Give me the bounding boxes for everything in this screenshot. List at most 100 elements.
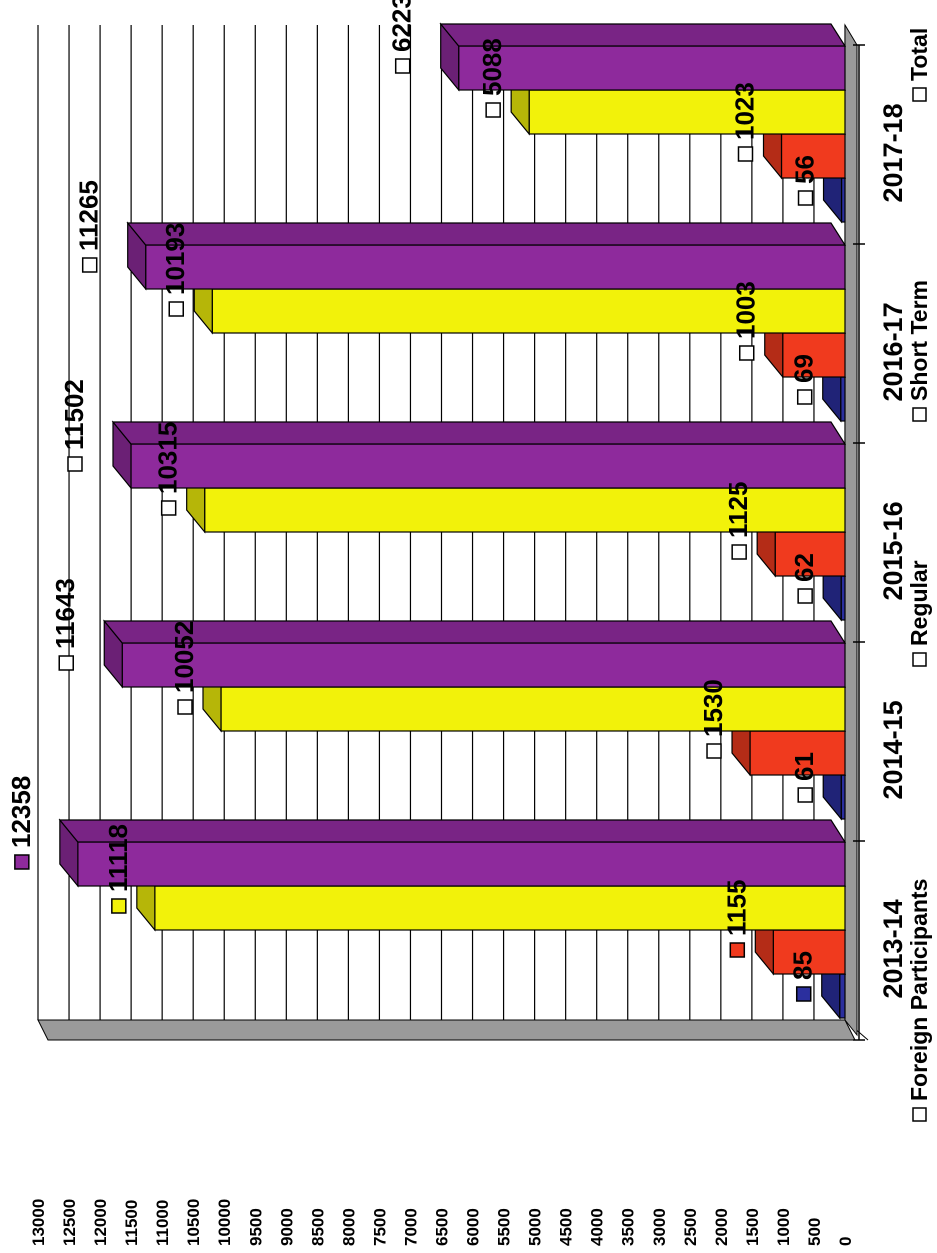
bar [145,244,846,290]
value-label-marker [795,986,812,1002]
bar [154,885,846,931]
value-label-marker [797,787,813,803]
value-label: 1530 [698,679,728,737]
bar-top [58,819,847,843]
bar [528,89,846,135]
side-wall [844,23,858,1037]
value-label-marker [111,898,127,914]
value-label-marker [81,257,98,273]
value-label: 10052 [169,621,199,693]
y-tick-label: 11000 [153,1200,172,1246]
value-label: 12358 [6,776,36,848]
value-label-marker [729,942,746,958]
category-label: 2017-18 [878,103,908,202]
value-label-marker [731,544,747,560]
bar [204,487,846,533]
bar-top [126,222,847,246]
value-label-marker [58,655,74,671]
value-label: 11502 [59,379,89,450]
value-label-marker [797,190,814,206]
y-tick-label: 10000 [215,1199,234,1246]
y-tick-label: 6000 [464,1208,483,1246]
y-tick-label: 7000 [401,1208,420,1246]
bar [458,45,846,91]
y-tick-label: 12500 [60,1199,79,1246]
bar [77,841,846,887]
value-label: 11643 [50,578,80,649]
value-label: 1155 [721,880,751,936]
value-label: 69 [789,354,819,383]
bar-top [111,421,847,445]
legend-label: Regular [906,560,932,646]
value-label: 62 [789,553,819,582]
value-label-marker [485,102,501,118]
y-tick-label: 12000 [91,1199,110,1246]
axis-layer: 0 500 1000 1500 2000 2500 3000 3500 4000 4500 5000… [29,28,932,1246]
y-tick-label: 1000 [774,1208,793,1246]
y-tick-label: 500 [805,1218,824,1246]
legend-label: Foreign Participants [906,879,932,1101]
value-label-marker [706,743,722,759]
value-label: 11265 [74,180,104,251]
bar-top [439,23,847,47]
y-tick-label: 10500 [184,1199,203,1246]
value-label: 5088 [477,38,507,96]
bar [220,686,846,732]
category-label: 2015-16 [878,501,908,600]
y-tick-label: 1500 [743,1208,762,1246]
y-tick-label: 4000 [588,1208,607,1246]
floor [37,1019,856,1041]
y-tick-label: 5000 [526,1208,545,1246]
y-tick-label: 9000 [277,1208,296,1246]
bar [780,133,846,179]
bar-top [102,620,847,644]
legend-swatch [912,87,927,102]
value-label: 61 [789,752,819,781]
value-label: 1023 [729,82,759,140]
value-label-marker [177,699,193,715]
legend-swatch [912,407,927,422]
y-tick-label: 6500 [433,1208,452,1246]
y-tick-label: 3500 [619,1208,638,1246]
y-tick-label: 11500 [122,1200,141,1246]
bar-layer [58,22,847,1020]
bar [211,288,846,334]
value-label-marker [797,588,813,604]
category-label: 2014-15 [878,700,908,799]
y-tick-label: 4500 [557,1208,576,1246]
label-layer: 85 61 62 69 56 1155 1530 1125 1003 1023 11118 10052… [6,0,820,1002]
value-label: 85 [788,951,818,980]
y-tick-label: 8000 [339,1208,358,1246]
y-tick-label: 0 [836,1237,855,1246]
value-label-marker [737,146,754,162]
y-tick-label: 5500 [495,1208,514,1246]
category-label: 2016-17 [878,302,908,401]
y-tick-label: 7500 [370,1208,389,1246]
legend-label: Total [906,28,932,81]
value-label: 10193 [160,223,190,295]
value-label-marker [67,456,83,472]
bar [840,376,846,422]
value-label: 11118 [103,824,133,892]
bar [121,642,846,688]
legend-swatch [912,652,927,667]
y-tick-label: 13000 [29,1199,48,1246]
bar [130,443,846,489]
y-tick-label: 2500 [681,1208,700,1246]
category-label: 2013-14 [878,899,908,998]
value-label: 56 [790,155,820,184]
value-label-marker [168,301,184,317]
value-label: 1125 [723,482,753,538]
bar [839,973,846,1019]
value-label-marker [394,58,411,74]
value-label-marker [14,854,30,870]
value-label: 10315 [153,422,183,494]
y-tick-label: 2000 [712,1208,731,1246]
value-label: 1003 [731,281,761,339]
y-tick-label: 8500 [308,1208,327,1246]
y-tick-label: 9500 [246,1208,265,1246]
value-label-marker [738,345,755,361]
y-tick-label: 3000 [650,1208,669,1246]
value-label-marker [796,389,813,405]
